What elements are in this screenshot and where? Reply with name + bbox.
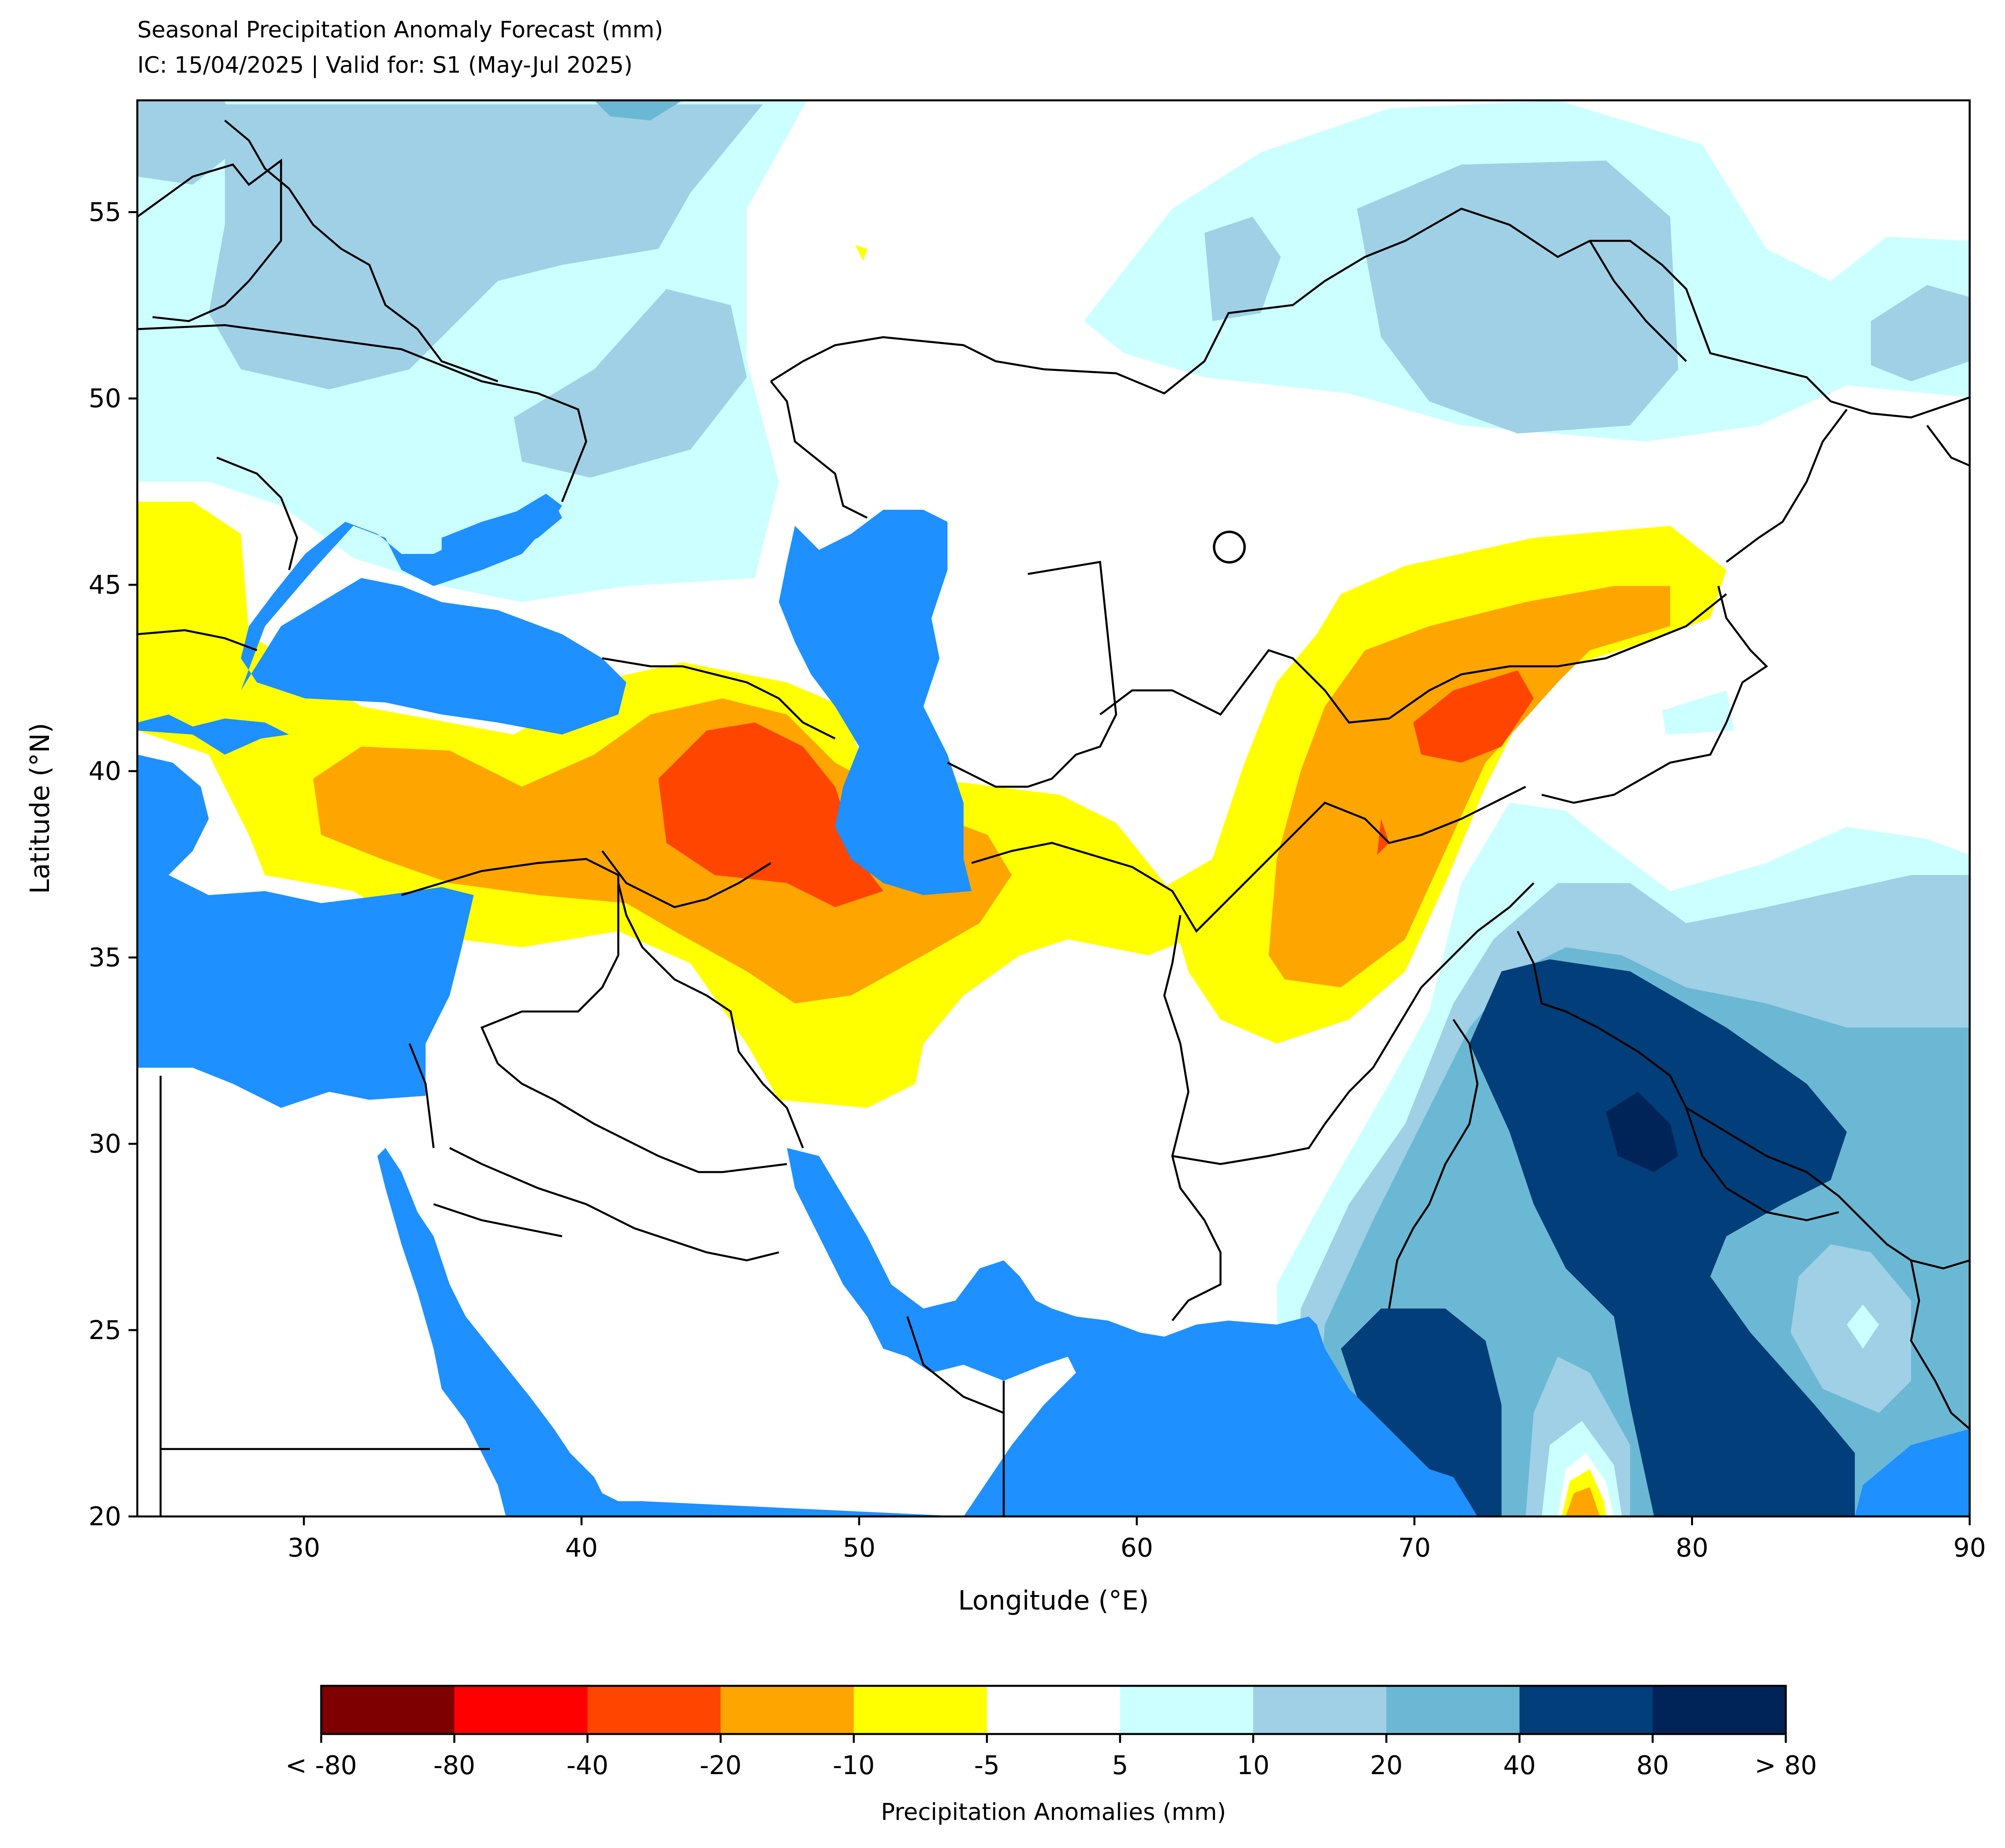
colorbar-tick-label: 80	[1636, 1751, 1669, 1781]
y-tick-label: 30	[89, 1130, 121, 1159]
black-sea	[241, 494, 626, 735]
anomaly-dry-anatolia-iran	[137, 502, 1188, 1108]
water-bodies	[137, 494, 1970, 1516]
x-axis-ticks: 30 40 50 60 70 80 90	[287, 1516, 1986, 1563]
x-tick-label: 30	[287, 1533, 320, 1563]
sea-of-azov	[442, 502, 562, 562]
anomaly-wet-south-asia	[1277, 803, 1970, 1516]
map-title: Seasonal Precipitation Anomaly Forecast …	[137, 17, 663, 43]
x-tick-label: 80	[1676, 1533, 1708, 1563]
colorbar-tick-label: 20	[1370, 1751, 1402, 1781]
colorbar: < -80 -80 -40 -20 -10 -5 5 10 20 40 80 > 80	[285, 1685, 1817, 1781]
x-axis-label: Longitude (°E)	[958, 1585, 1149, 1616]
y-tick-label: 25	[89, 1316, 121, 1345]
y-axis-label: Latitude (°N)	[24, 723, 55, 894]
colorbar-label: Precipitation Anomalies (mm)	[881, 1798, 1226, 1826]
persian-gulf-arabian-sea	[377, 1148, 1477, 1516]
anomaly-wet-siberia	[1084, 100, 1970, 735]
colorbar-tick-label: -5	[974, 1751, 1000, 1781]
mediterranean-sea	[137, 875, 474, 1108]
x-tick-label: 70	[1398, 1533, 1430, 1563]
colorbar-swatch	[987, 1686, 1121, 1734]
y-tick-label: 35	[89, 943, 121, 973]
aral-sea-marker	[1213, 531, 1246, 564]
y-tick-label: 45	[89, 570, 121, 600]
colorbar-tick-label: -80	[433, 1751, 475, 1781]
colorbar-tick-label: -10	[833, 1751, 875, 1781]
colorbar-tick-label: -40	[566, 1751, 609, 1781]
colorbar-swatch	[454, 1686, 588, 1734]
colorbar-tick-label: > 80	[1754, 1751, 1817, 1781]
colorbar-tick-label: 5	[1112, 1751, 1128, 1781]
country-borders	[137, 120, 1970, 1516]
x-tick-label: 50	[843, 1533, 875, 1563]
colorbar-tick-label: 40	[1503, 1751, 1536, 1781]
y-tick-label: 40	[89, 757, 121, 786]
x-tick-label: 90	[1953, 1533, 1986, 1563]
colorbar-swatch	[854, 1686, 987, 1734]
caspian-sea	[779, 510, 972, 895]
colorbar-tick-label: 10	[1237, 1751, 1269, 1781]
y-tick-label: 20	[89, 1502, 121, 1532]
y-tick-label: 55	[89, 198, 121, 228]
colorbar-swatch	[720, 1686, 854, 1734]
colorbar-tick-label: -20	[700, 1751, 742, 1781]
y-tick-label: 50	[89, 384, 121, 414]
map-frame	[136, 99, 1971, 1518]
colorbar-swatch	[1253, 1686, 1387, 1734]
anomaly-dry-central-asia	[855, 245, 1726, 1044]
colorbar-swatch	[1386, 1686, 1520, 1734]
y-axis-ticks: 20 25 30 35 40 45 50 55	[89, 198, 137, 1532]
map-area	[137, 100, 1970, 1516]
colorbar-swatch	[587, 1686, 721, 1734]
anomaly-wet-europe	[137, 100, 807, 602]
map-subtitle: IC: 15/04/2025 | Valid for: S1 (May-Jul …	[137, 52, 633, 78]
colorbar-swatch	[321, 1686, 455, 1734]
colorbar-tick-label: < -80	[285, 1751, 357, 1781]
colorbar-swatch	[1120, 1686, 1253, 1734]
colorbar-frame	[320, 1685, 1787, 1735]
colorbar-swatch	[1652, 1686, 1786, 1734]
colorbar-swatch	[1519, 1686, 1653, 1734]
x-tick-label: 40	[565, 1533, 598, 1563]
x-tick-label: 60	[1121, 1533, 1153, 1563]
aegean-sea	[137, 714, 289, 755]
bay-of-bengal	[1855, 1429, 1970, 1516]
